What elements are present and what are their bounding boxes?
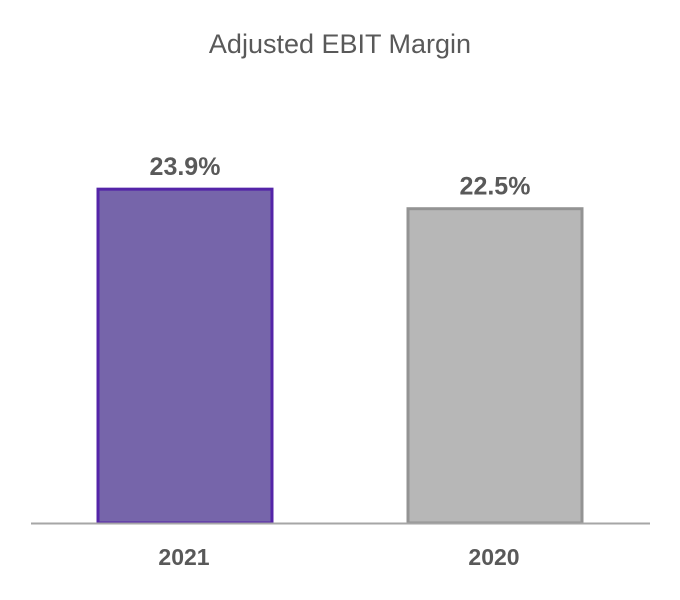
bars-layer: [96, 187, 584, 525]
data-label-2020: 22.5%: [460, 173, 531, 201]
x-tick-label-2021: 2021: [158, 544, 209, 570]
chart-title: Adjusted EBIT Margin: [209, 29, 471, 59]
x-tick-label-2020: 2020: [468, 544, 519, 570]
bar-2020: [406, 207, 584, 525]
labels-layer: 23.9% 2021 22.5% 2020: [150, 153, 531, 570]
data-label-2021: 23.9%: [150, 153, 221, 181]
bar-2021: [96, 187, 274, 525]
